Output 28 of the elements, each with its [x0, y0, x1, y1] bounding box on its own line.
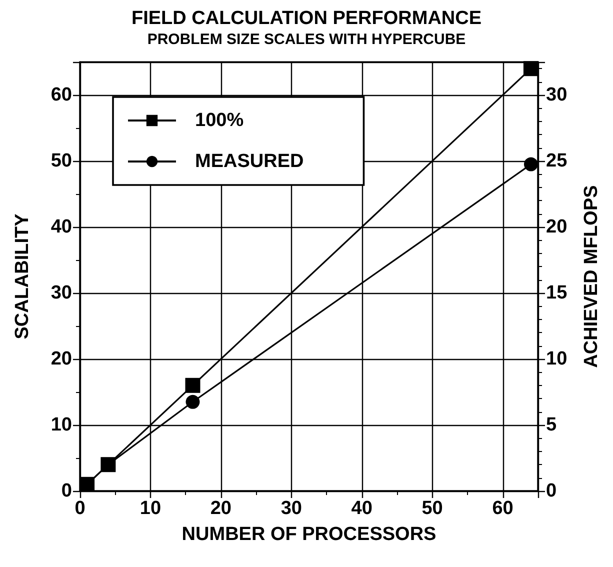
- x-tick-label: 30: [280, 498, 302, 519]
- y2-tick-label: 25: [546, 150, 568, 172]
- legend-label: 100%: [195, 110, 244, 131]
- x-tick-label: 0: [74, 498, 86, 519]
- y-tick-label: 10: [50, 414, 72, 436]
- y2-tick-label: 30: [546, 84, 568, 106]
- y2-axis-title: ACHIEVED MFLOPS: [581, 185, 602, 368]
- x-tick-label: 60: [492, 498, 514, 519]
- chart-title: FIELD CALCULATION PERFORMANCE: [131, 8, 482, 29]
- x-tick-label: 10: [140, 498, 162, 519]
- y2-tick-label: 5: [546, 414, 557, 436]
- y2-tick-label: 10: [546, 348, 568, 370]
- y-tick-label: 30: [50, 282, 72, 304]
- x-tick-label: 50: [422, 498, 443, 519]
- x-axis-title: NUMBER OF PROCESSORS: [182, 524, 436, 545]
- x-tick-label: 40: [351, 498, 372, 519]
- y-axis-title: SCALABILITY: [12, 213, 33, 340]
- y2-tick-label: 0: [546, 480, 557, 502]
- y-tick-label: 60: [50, 84, 72, 106]
- chart-subtitle: PROBLEM SIZE SCALES WITH HYPERCUBE: [147, 31, 466, 48]
- y-tick-label: 0: [61, 480, 72, 502]
- y2-tick-label: 20: [546, 216, 568, 238]
- y-tick-label: 20: [50, 348, 72, 370]
- legend-label: MEASURED: [195, 151, 304, 172]
- x-tick-label: 20: [210, 498, 232, 519]
- y-tick-label: 50: [50, 150, 72, 172]
- y2-tick-label: 15: [546, 282, 568, 304]
- y-tick-label: 40: [50, 216, 72, 238]
